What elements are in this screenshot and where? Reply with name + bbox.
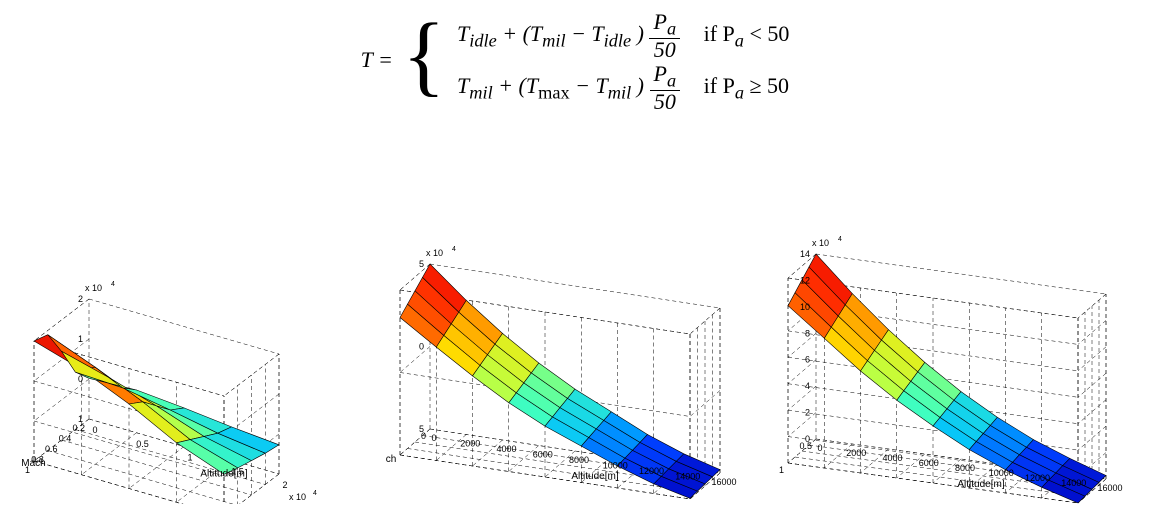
svg-text:10: 10 xyxy=(800,302,810,312)
thrust-equation: T = { Tidle + (Tmil − Tidle ) Pa 50 if P… xyxy=(0,8,1150,112)
svg-text:8000: 8000 xyxy=(955,463,975,473)
svg-text:2: 2 xyxy=(805,408,810,418)
svg-text:4000: 4000 xyxy=(882,453,902,463)
svg-text:1: 1 xyxy=(78,414,83,424)
svg-text:Altitude[m]: Altitude[m] xyxy=(200,469,247,480)
svg-text:2: 2 xyxy=(78,294,83,304)
svg-text:0: 0 xyxy=(431,433,436,443)
svg-text:1: 1 xyxy=(78,334,83,344)
svg-text:ch: ch xyxy=(386,454,397,465)
svg-text:8: 8 xyxy=(805,328,810,338)
svg-text:4: 4 xyxy=(805,381,810,391)
thrust-surface-right: 02000400060008000100001200014000160000.5… xyxy=(761,224,1141,504)
svg-text:4000: 4000 xyxy=(496,444,516,454)
svg-text:4: 4 xyxy=(452,246,456,253)
thrust-surface-left: 00.511.520.20.40.60.811012Altitude[m]Mac… xyxy=(9,224,369,504)
eq-brace: { xyxy=(402,11,445,101)
svg-text:1: 1 xyxy=(187,453,192,463)
svg-text:5: 5 xyxy=(419,259,424,269)
thrust-surface-center: 0200040006000800010000120001400016000050… xyxy=(375,224,755,504)
svg-text:0.2: 0.2 xyxy=(72,423,85,433)
svg-text:4: 4 xyxy=(111,281,115,288)
eq-lhs: T = xyxy=(361,47,397,73)
svg-text:0: 0 xyxy=(92,425,97,435)
svg-text:0.6: 0.6 xyxy=(45,444,58,454)
svg-text:2000: 2000 xyxy=(460,439,480,449)
svg-text:0: 0 xyxy=(805,434,810,444)
svg-text:6000: 6000 xyxy=(919,458,939,468)
svg-text:2: 2 xyxy=(282,480,287,490)
svg-text:16000: 16000 xyxy=(1097,483,1122,493)
svg-text:12: 12 xyxy=(800,275,810,285)
svg-text:0: 0 xyxy=(78,374,83,384)
svg-text:5: 5 xyxy=(419,424,424,434)
svg-text:12000: 12000 xyxy=(1025,473,1050,483)
svg-text:6: 6 xyxy=(805,355,810,365)
svg-text:14000: 14000 xyxy=(675,472,700,482)
svg-text:4: 4 xyxy=(313,490,317,497)
svg-text:0.4: 0.4 xyxy=(59,434,72,444)
svg-text:8000: 8000 xyxy=(569,455,589,465)
svg-text:0: 0 xyxy=(419,342,424,352)
svg-text:14000: 14000 xyxy=(1061,478,1086,488)
svg-text:0.5: 0.5 xyxy=(136,439,149,449)
svg-text:4: 4 xyxy=(838,236,842,243)
svg-text:10000: 10000 xyxy=(603,461,628,471)
svg-text:x 10: x 10 xyxy=(812,238,829,248)
svg-text:Mach: Mach xyxy=(21,458,45,469)
svg-text:6000: 6000 xyxy=(533,450,553,460)
svg-text:Altitude[m]: Altitude[m] xyxy=(571,471,618,482)
svg-text:0: 0 xyxy=(817,443,822,453)
svg-text:Altitude[m]: Altitude[m] xyxy=(957,479,1004,490)
plots-row: 00.511.520.20.40.60.811012Altitude[m]Mac… xyxy=(0,224,1150,504)
svg-text:14: 14 xyxy=(800,249,810,259)
svg-text:x 10: x 10 xyxy=(426,248,443,258)
svg-text:x 10: x 10 xyxy=(289,492,306,502)
svg-text:12000: 12000 xyxy=(639,466,664,476)
svg-text:1: 1 xyxy=(779,465,784,475)
svg-text:x 10: x 10 xyxy=(85,283,102,293)
svg-text:10000: 10000 xyxy=(989,468,1014,478)
svg-text:2000: 2000 xyxy=(846,448,866,458)
svg-text:16000: 16000 xyxy=(711,477,736,487)
